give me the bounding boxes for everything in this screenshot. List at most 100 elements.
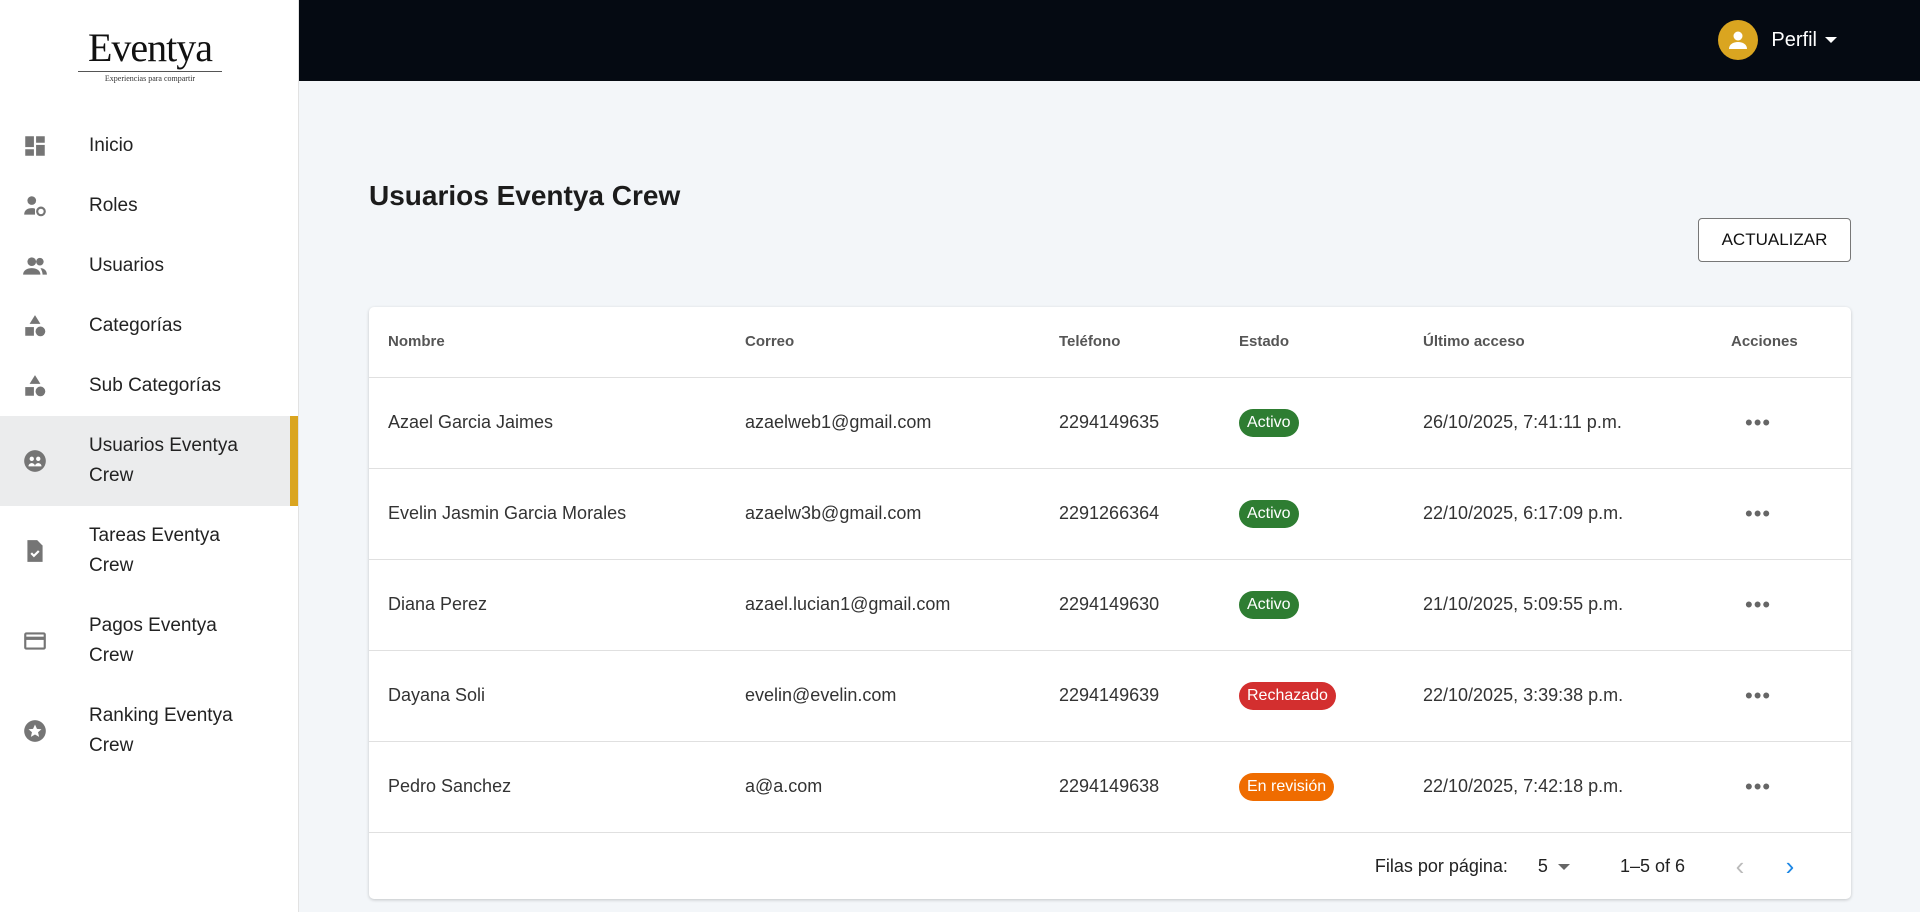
- user-gear-icon: [24, 196, 46, 217]
- cell-status: Activo: [1239, 468, 1423, 560]
- sidebar-item-pagos-eventya-crew[interactable]: Pagos Eventya Crew: [0, 596, 298, 686]
- cell-email: azael.lucian1@gmail.com: [745, 559, 1059, 651]
- sidebar-item-label: Roles: [89, 195, 138, 216]
- column-header-name[interactable]: Nombre: [369, 307, 745, 378]
- sidebar: Eventya Experiencias para compartir Inic…: [0, 0, 299, 912]
- status-badge: Activo: [1239, 499, 1299, 528]
- table-row: Azael Garcia Jaimes azaelweb1@gmail.com 22…: [369, 377, 1851, 469]
- cell-actions: •••: [1731, 377, 1851, 469]
- sidebar-item-usuarios-eventya-crew[interactable]: Usuarios Eventya Crew: [0, 416, 298, 506]
- column-header-email[interactable]: Correo: [745, 307, 1059, 378]
- cell-phone: 2294149638: [1059, 741, 1239, 833]
- more-actions-icon[interactable]: •••: [1745, 773, 1772, 799]
- sidebar-item-label: Tareas Eventya Crew: [89, 525, 220, 576]
- cell-phone: 2294149630: [1059, 559, 1239, 651]
- sidebar-item-label: Pagos Eventya Crew: [89, 615, 217, 666]
- cell-phone: 2291266364: [1059, 468, 1239, 560]
- sidebar-item-label: Inicio: [89, 135, 134, 156]
- task-file-icon: [27, 540, 43, 562]
- page-title: Usuarios Eventya Crew: [369, 180, 681, 211]
- sidebar-item-label: Ranking Eventya Crew: [89, 705, 233, 756]
- dashboard-icon: [25, 136, 45, 156]
- status-badge: En revisión: [1239, 772, 1335, 801]
- pagination: Filas por página: 5 1–5 of 6 ‹ ›: [369, 834, 1851, 899]
- caret-down-icon: [1825, 37, 1837, 43]
- cell-name: Evelin Jasmin Garcia Morales: [369, 468, 745, 560]
- crew-icon: [24, 450, 46, 472]
- rows-per-page-value: 5: [1537, 856, 1548, 876]
- logo-wordmark: Eventya: [87, 25, 213, 70]
- sidebar-item-label: Usuarios: [89, 255, 164, 276]
- previous-page-button[interactable]: ‹: [1735, 851, 1745, 881]
- table-row: Evelin Jasmin Garcia Morales azaelw3b@gma…: [369, 468, 1851, 560]
- users-table: Nombre Correo Teléfono Estado Último acc…: [369, 307, 1851, 833]
- shapes-icon: [25, 375, 46, 397]
- cell-email: a@a.com: [745, 741, 1059, 833]
- more-actions-icon[interactable]: •••: [1745, 409, 1772, 435]
- cell-email: azaelweb1@gmail.com: [745, 377, 1059, 469]
- sidebar-item-tareas-eventya-crew[interactable]: Tareas Eventya Crew: [0, 506, 298, 596]
- sidebar-item-sub-categorias[interactable]: Sub Categorías: [0, 356, 298, 416]
- column-header-phone[interactable]: Teléfono: [1059, 307, 1239, 378]
- profile-label: Perfil: [1771, 28, 1817, 51]
- cell-name: Azael Garcia Jaimes: [369, 377, 745, 469]
- caret-down-icon: [1557, 863, 1570, 870]
- avatar: [1718, 20, 1759, 60]
- cell-last-access: 22/10/2025, 3:39:38 p.m.: [1423, 650, 1731, 742]
- table-header-row: Nombre Correo Teléfono Estado Último acc…: [369, 307, 1851, 378]
- sidebar-item-roles[interactable]: Roles: [0, 176, 298, 236]
- cell-status: Activo: [1239, 377, 1423, 469]
- table-row: Dayana Soli evelin@evelin.com 2294149639 Re…: [369, 650, 1851, 742]
- status-badge: Rechazado: [1239, 681, 1336, 710]
- next-page-button[interactable]: ›: [1785, 851, 1795, 881]
- column-header-last-access[interactable]: Último acceso: [1423, 307, 1731, 378]
- status-badge: Activo: [1239, 408, 1299, 437]
- cell-email: evelin@evelin.com: [745, 650, 1059, 742]
- cell-email: azaelw3b@gmail.com: [745, 468, 1059, 560]
- more-actions-icon[interactable]: •••: [1745, 591, 1772, 617]
- refresh-button[interactable]: ACTUALIZAR: [1698, 218, 1851, 262]
- credit-card-icon: [24, 632, 46, 650]
- cell-last-access: 22/10/2025, 7:42:18 p.m.: [1423, 741, 1731, 833]
- person-icon: [1729, 31, 1748, 49]
- cell-status: Activo: [1239, 559, 1423, 651]
- users-table-card: Nombre Correo Teléfono Estado Último acc…: [369, 307, 1851, 899]
- column-header-actions: Acciones: [1731, 307, 1851, 378]
- sidebar-item-usuarios[interactable]: Usuarios: [0, 236, 298, 296]
- sidebar-item-categorias[interactable]: Categorías: [0, 296, 298, 356]
- logo-tagline: Experiencias para compartir: [104, 74, 196, 83]
- profile-menu-button[interactable]: Perfil: [1718, 20, 1837, 60]
- sidebar-item-label: Categorías: [89, 315, 182, 336]
- shapes-icon: [25, 315, 46, 337]
- group-icon: [23, 257, 47, 275]
- table-row: Diana Perez azael.lucian1@gmail.com 229414…: [369, 559, 1851, 651]
- brand-logo[interactable]: Eventya Experiencias para compartir: [78, 28, 222, 83]
- cell-last-access: 21/10/2025, 5:09:55 p.m.: [1423, 559, 1731, 651]
- logo-divider: [78, 71, 222, 72]
- column-header-status[interactable]: Estado: [1239, 307, 1423, 378]
- cell-phone: 2294149635: [1059, 377, 1239, 469]
- table-row: Pedro Sanchez a@a.com 2294149638 En revisió…: [369, 741, 1851, 833]
- more-actions-icon[interactable]: •••: [1745, 682, 1772, 708]
- pagination-range: 1–5 of 6: [1619, 856, 1685, 876]
- sidebar-item-inicio[interactable]: Inicio: [0, 116, 298, 176]
- cell-actions: •••: [1731, 650, 1851, 742]
- more-actions-icon[interactable]: •••: [1745, 500, 1772, 526]
- cell-name: Pedro Sanchez: [369, 741, 745, 833]
- sidebar-item-label: Usuarios Eventya Crew: [89, 435, 238, 486]
- cell-name: Dayana Soli: [369, 650, 745, 742]
- rows-per-page-label: Filas por página:: [1374, 856, 1508, 876]
- cell-status: Rechazado: [1239, 650, 1423, 742]
- status-badge: Activo: [1239, 590, 1299, 619]
- cell-last-access: 26/10/2025, 7:41:11 p.m.: [1423, 377, 1731, 469]
- sidebar-item-ranking-eventya-crew[interactable]: Ranking Eventya Crew: [0, 686, 298, 776]
- cell-actions: •••: [1731, 559, 1851, 651]
- cell-name: Diana Perez: [369, 559, 745, 651]
- cell-actions: •••: [1731, 468, 1851, 560]
- top-bar: Perfil: [299, 0, 1920, 81]
- sidebar-item-label: Sub Categorías: [89, 375, 222, 396]
- star-icon: [24, 720, 46, 742]
- cell-status: En revisión: [1239, 741, 1423, 833]
- rows-per-page-select[interactable]: 5: [1538, 856, 1570, 877]
- cell-phone: 2294149639: [1059, 650, 1239, 742]
